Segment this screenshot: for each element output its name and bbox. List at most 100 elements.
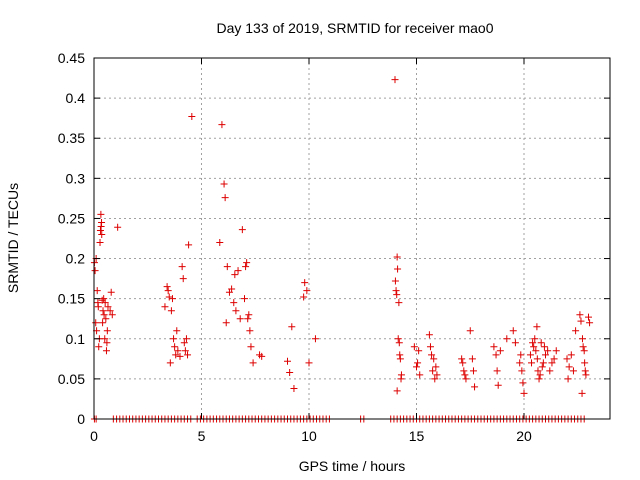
y-tick-label: 0 — [77, 411, 85, 427]
data-point — [530, 343, 538, 351]
data-point — [397, 371, 405, 379]
data-point — [414, 359, 422, 367]
y-tick-label: 0.25 — [58, 210, 85, 226]
data-point — [580, 347, 588, 355]
y-tick-label: 0.45 — [58, 50, 85, 66]
data-point — [579, 343, 587, 351]
data-point — [396, 355, 404, 363]
data-point — [245, 311, 253, 319]
data-point — [416, 371, 424, 379]
x-axis-ticks: 0 5 10 15 20 — [90, 58, 532, 444]
data-point — [459, 359, 467, 367]
data-point — [392, 287, 400, 295]
data-point — [516, 359, 524, 367]
data-point — [246, 327, 254, 335]
data-point — [458, 355, 466, 363]
data-point — [581, 367, 589, 375]
data-point — [532, 347, 540, 355]
data-point — [410, 343, 418, 351]
data-point — [586, 319, 594, 327]
data-point — [102, 347, 110, 355]
data-point — [232, 307, 240, 315]
data-point — [391, 277, 399, 285]
data-point — [548, 359, 556, 367]
data-point — [222, 319, 230, 327]
data-point — [396, 351, 404, 359]
data-point — [511, 339, 519, 347]
data-point — [519, 379, 527, 387]
data-point — [431, 375, 439, 383]
data-point — [529, 339, 537, 347]
data-point — [164, 287, 172, 295]
data-point — [166, 359, 174, 367]
data-point — [107, 288, 115, 296]
data-point — [96, 239, 104, 247]
data-point — [242, 263, 250, 271]
data-point — [167, 307, 175, 315]
data-point — [538, 363, 546, 371]
data-point — [170, 335, 178, 343]
data-point — [533, 355, 541, 363]
y-tick-label: 0.4 — [66, 90, 86, 106]
data-point — [494, 381, 502, 389]
data-point — [572, 327, 580, 335]
data-point — [94, 303, 102, 311]
data-point — [180, 339, 188, 347]
data-point — [517, 351, 525, 359]
data-point — [311, 335, 319, 343]
data-point — [466, 327, 474, 335]
data-point — [391, 76, 399, 84]
data-points — [90, 76, 594, 423]
data-point — [518, 367, 526, 375]
data-point — [303, 287, 311, 295]
data-point — [415, 347, 423, 355]
chart-title: Day 133 of 2019, SRMTID for receiver mao… — [216, 20, 493, 36]
data-point — [544, 347, 552, 355]
data-point — [165, 293, 173, 301]
y-axis-label: SRMTID / TECUs — [5, 183, 21, 293]
data-point — [429, 367, 437, 375]
y-tick-label: 0.15 — [58, 291, 85, 307]
data-point — [536, 371, 544, 379]
data-point — [223, 263, 231, 271]
data-point — [168, 295, 176, 303]
data-point — [103, 327, 111, 335]
data-point — [98, 218, 106, 226]
data-point — [220, 180, 228, 188]
data-point — [100, 295, 108, 303]
data-point — [569, 367, 577, 375]
data-point — [393, 387, 401, 395]
data-point — [221, 194, 229, 202]
data-point — [432, 363, 440, 371]
data-point — [95, 343, 103, 351]
data-point — [98, 230, 106, 238]
data-point — [413, 363, 420, 371]
data-point — [185, 241, 193, 249]
data-point — [469, 367, 477, 375]
data-point — [301, 279, 309, 287]
data-point — [290, 385, 298, 393]
data-point — [182, 335, 190, 343]
data-point — [540, 343, 548, 351]
data-point — [496, 347, 504, 355]
data-point — [284, 357, 291, 365]
data-point — [394, 335, 402, 343]
data-point — [535, 375, 543, 383]
data-point — [542, 351, 549, 359]
data-point — [243, 259, 251, 267]
data-point — [101, 335, 109, 343]
data-point — [582, 371, 590, 379]
data-point — [230, 299, 238, 307]
data-point — [114, 223, 122, 231]
data-point — [249, 359, 257, 367]
data-point — [428, 351, 436, 359]
data-point — [178, 263, 186, 271]
data-point — [394, 265, 402, 273]
y-tick-label: 0.1 — [66, 331, 86, 347]
data-point — [578, 335, 586, 343]
data-point — [539, 359, 547, 367]
y-tick-label: 0.05 — [58, 371, 85, 387]
x-tick-label: 15 — [409, 428, 425, 444]
data-point — [395, 339, 403, 347]
data-point — [564, 375, 572, 383]
